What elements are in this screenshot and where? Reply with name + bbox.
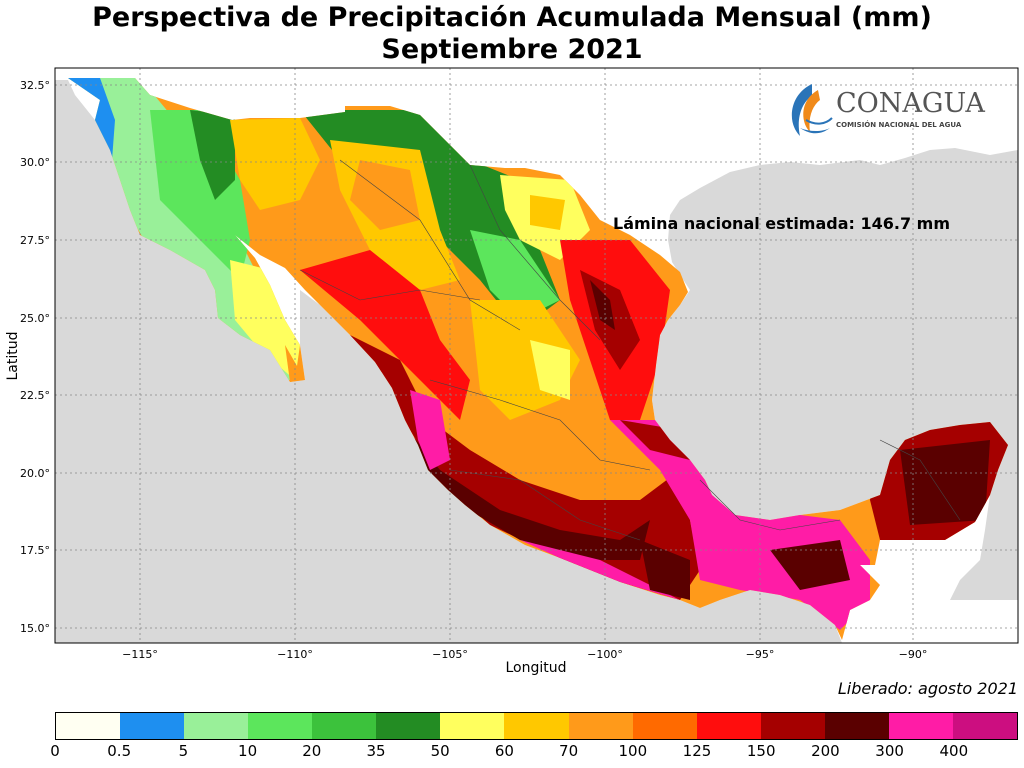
colorbar-tick-label: 20 <box>302 742 322 760</box>
title-line-1: Perspectiva de Precipitación Acumulada M… <box>92 2 932 33</box>
national-estimate-annotation: Lámina nacional estimada: 146.7 mm <box>613 214 950 233</box>
colorbar-segment <box>824 713 889 739</box>
colorbar-tick-label: 60 <box>494 742 514 760</box>
colorbar-tick-label: 35 <box>366 742 386 760</box>
y-tick-label: 22.5° <box>20 389 50 402</box>
colorbar-segment <box>440 713 505 739</box>
colorbar-segment <box>504 713 569 739</box>
logo-subtitle: COMISIÓN NACIONAL DEL AGUA <box>836 120 962 129</box>
x-tick-label: −95° <box>746 648 775 661</box>
x-tick-label: −105° <box>432 648 468 661</box>
colorbar-segment <box>56 713 121 739</box>
colorbar-segment <box>248 713 313 739</box>
colorbar-tick-label: 70 <box>559 742 579 760</box>
y-tick-labels: 32.5° 30.0° 27.5° 25.0° 22.5° 20.0° 17.5… <box>20 79 50 635</box>
colorbar-tick-label: 125 <box>682 742 712 760</box>
colorbar-tick-label: 0.5 <box>107 742 132 760</box>
y-tick-label: 25.0° <box>20 312 50 325</box>
y-tick-label: 17.5° <box>20 544 50 557</box>
colorbar-tick-label: 100 <box>618 742 648 760</box>
colorbar-tick-label: 10 <box>238 742 258 760</box>
colorbar-tick-label: 5 <box>178 742 189 760</box>
release-note: Liberado: agosto 2021 <box>837 679 1018 698</box>
colorbar-tick-label: 300 <box>875 742 904 760</box>
colorbar <box>55 712 1018 740</box>
colorbar-tick-label: 200 <box>811 742 840 760</box>
colorbar-segment <box>568 713 633 739</box>
colorbar-segment <box>760 713 825 739</box>
colorbar-segment <box>952 713 1017 739</box>
x-tick-label: −90° <box>899 648 928 661</box>
state-borders <box>299 159 961 541</box>
colorbar-segment <box>184 713 249 739</box>
colorbar-segment <box>696 713 761 739</box>
colorbar-tick-labels: 0 0.5 5 10 20 35 50 60 70 100 125 150 200 300 400 <box>0 742 1024 766</box>
x-axis-label: Longitud <box>505 660 566 676</box>
colorbar-tick-label: 150 <box>746 742 776 760</box>
colorbar-tick-label: 0 <box>50 742 60 760</box>
colorbar-segment <box>632 713 697 739</box>
y-tick-label: 20.0° <box>20 467 50 480</box>
colorbar-segment <box>312 713 377 739</box>
colorbar-segment <box>120 713 185 739</box>
y-axis-label: Latitud <box>5 331 21 380</box>
colorbar-segment <box>888 713 953 739</box>
colorbar-segment <box>376 713 441 739</box>
x-tick-label: −115° <box>122 648 158 661</box>
y-tick-label: 15.0° <box>20 622 50 635</box>
map-title: Perspectiva de Precipitación Acumulada M… <box>0 2 1024 66</box>
map-border <box>54 67 1019 644</box>
logo-name: CONAGUA <box>836 88 985 119</box>
conagua-logo: CONAGUA COMISIÓN NACIONAL DEL AGUA <box>791 84 985 136</box>
colorbar-tick-label: 50 <box>430 742 450 760</box>
conagua-emblem-icon <box>791 84 833 136</box>
y-tick-label: 30.0° <box>20 156 50 169</box>
x-tick-label: −100° <box>587 648 623 661</box>
title-line-2: Septiembre 2021 <box>381 34 643 65</box>
x-tick-label: −110° <box>277 648 313 661</box>
grid <box>55 68 1018 643</box>
colorbar-tick-label: 400 <box>939 742 969 760</box>
y-tick-label: 27.5° <box>20 234 50 247</box>
y-tick-label: 32.5° <box>20 79 50 92</box>
x-tick-labels: −115° −110° −105° −100° −95° −90° <box>122 648 927 661</box>
